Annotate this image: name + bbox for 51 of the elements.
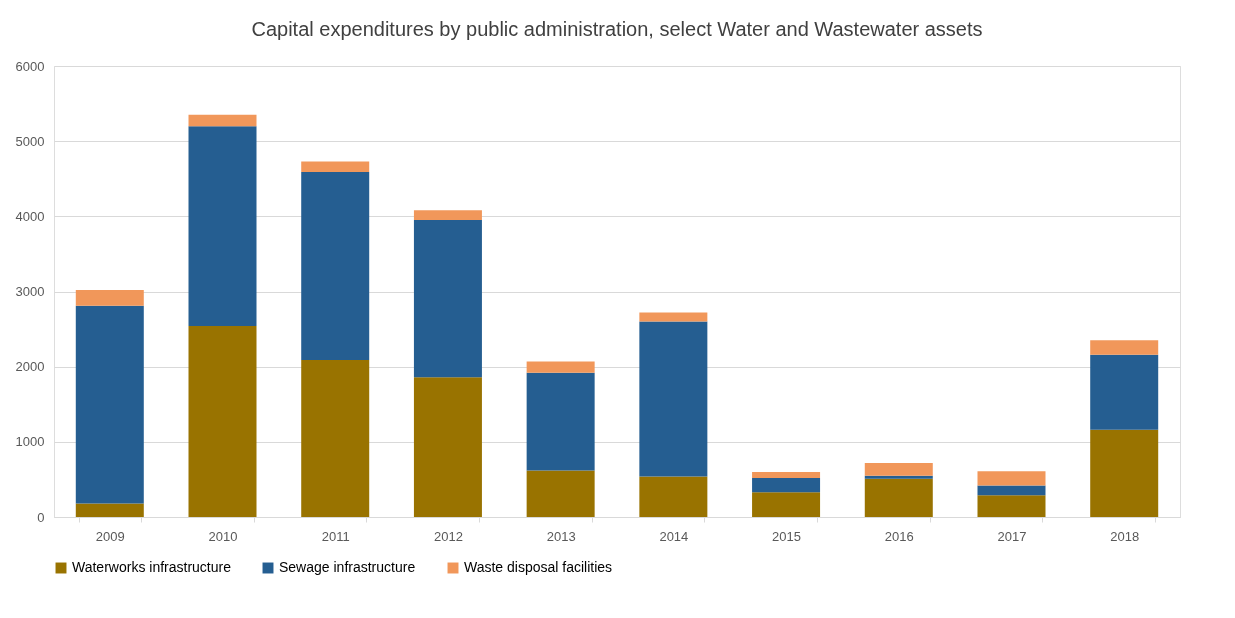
legend-label: Waterworks infrastructure: [72, 559, 232, 575]
bar: [75, 290, 144, 306]
bar: [301, 161, 370, 172]
x-tick-label: 2018: [1110, 528, 1140, 544]
x-tick-label: 2012: [433, 528, 463, 544]
bar: [526, 361, 595, 373]
bar: [188, 326, 257, 517]
bar: [75, 503, 144, 517]
bar: [977, 495, 1046, 517]
y-tick-label: 0: [37, 509, 45, 525]
bar: [1090, 354, 1159, 430]
bar: [526, 470, 595, 517]
bar: [752, 471, 821, 478]
bar: [301, 359, 370, 517]
bar: [188, 114, 257, 127]
x-tick-label: 2016: [884, 528, 914, 544]
bar: [977, 485, 1046, 496]
bar: [864, 478, 933, 517]
x-tick-label: 2009: [95, 528, 125, 544]
x-tick-label: 2013: [546, 528, 576, 544]
chart-title: Capital expenditures by public administration, select Water and Wastewater assets: [251, 18, 983, 40]
bar: [1090, 340, 1159, 355]
bar: [75, 305, 144, 504]
y-tick-label: 5000: [15, 133, 45, 149]
y-tick-label: 4000: [15, 208, 45, 224]
y-tick-label: 3000: [15, 284, 45, 299]
bar: [188, 126, 257, 327]
x-tick-label: 2014: [659, 528, 689, 544]
x-tick-label: 2017: [997, 528, 1027, 544]
bar: [639, 312, 708, 322]
y-tick-label: 6000: [15, 58, 45, 74]
bar: [639, 321, 708, 477]
bar: [413, 210, 482, 221]
y-tick-label: 1000: [15, 434, 45, 450]
legend-label: Waste disposal facilities: [464, 559, 613, 575]
x-tick-label: 2010: [208, 528, 238, 544]
bar: [526, 372, 595, 471]
bar: [1090, 429, 1159, 517]
bar: [864, 462, 933, 476]
bar: [413, 220, 482, 378]
bar: [864, 475, 933, 479]
bar: [977, 471, 1046, 486]
bar: [752, 477, 821, 493]
bar: [752, 492, 821, 517]
bar: [413, 377, 482, 517]
y-tick-label: 2000: [15, 359, 45, 375]
x-tick-label: 2011: [321, 528, 350, 544]
bar: [639, 476, 708, 517]
bar: [301, 171, 370, 360]
legend-label: Sewage infrastructure: [279, 559, 416, 575]
x-tick-label: 2015: [772, 528, 802, 544]
